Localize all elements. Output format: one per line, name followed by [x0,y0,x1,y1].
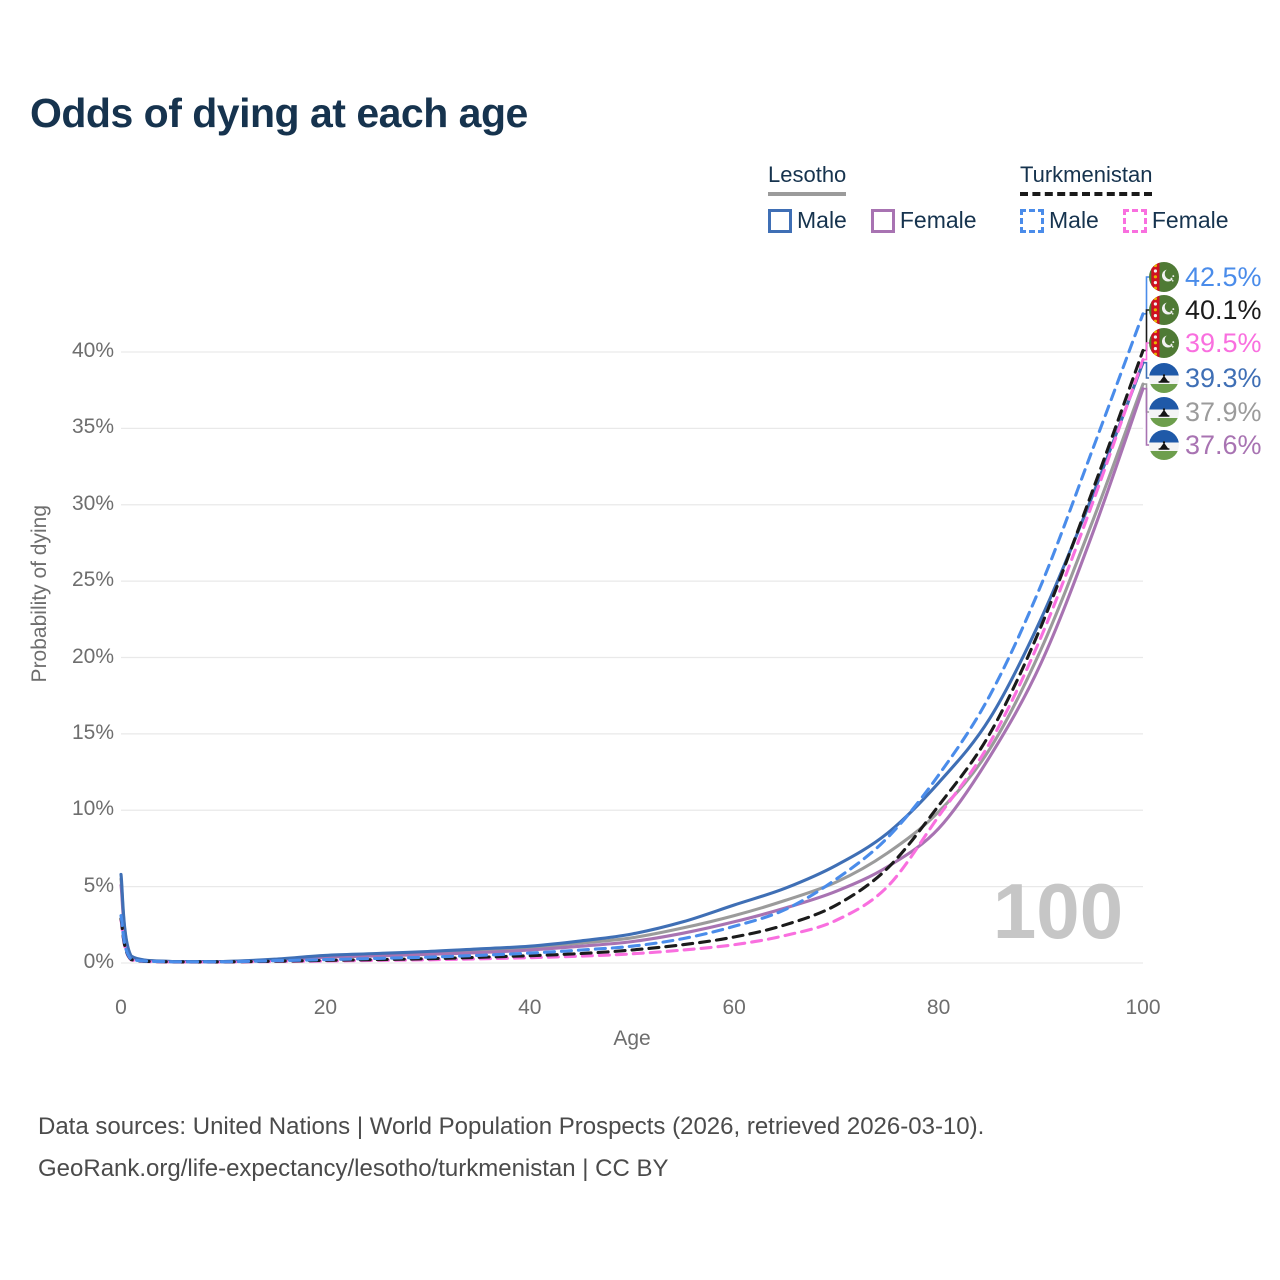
x-tick-label: 60 [722,996,746,1019]
lesotho-male-swatch [768,208,792,233]
y-tick-label: 35% [71,415,114,439]
x-tick-label: 20 [313,996,338,1019]
y-tick-label: 5% [83,873,114,897]
end-label-row-turkmenistan-both: 40.1% [1149,295,1262,325]
footer-data-sources: Data sources: United Nations | World Pop… [38,1113,985,1140]
end-label-row-turkmenistan-male: 42.5% [1149,262,1262,292]
x-tick-label: 40 [518,996,542,1019]
y-tick-label: 0% [83,950,114,973]
legend-group-lesotho: Lesotho Male Female [768,162,977,234]
end-label-row-lesotho-both: 37.9% [1149,397,1262,427]
legend-item-lesotho-male[interactable]: Male [768,207,847,234]
legend-item-label: Male [797,207,847,233]
turkmenistan-female-line[interactable] [119,358,1145,964]
lesotho-female-line[interactable] [119,387,1145,964]
end-label-value: 37.6% [1185,429,1262,460]
turkmenistan-flag-icon [1149,295,1179,325]
y-axis-title: Probability of dying [28,505,51,683]
turkmenistan-both-line[interactable] [119,348,1145,964]
lesotho-flag-icon [1149,430,1179,460]
x-tick-label: 0 [115,996,127,1019]
legend-header-turkmenistan: Turkmenistan [1020,162,1153,196]
legend-item-label: Male [1049,207,1099,233]
turkmenistan-male-line[interactable] [119,312,1145,964]
legend-item-label: Female [899,207,977,233]
legend-group-turkmenistan: Turkmenistan Male Female [1020,162,1229,234]
lesotho-female-swatch [870,208,895,233]
y-tick-label: 15% [71,720,114,744]
end-label-row-turkmenistan-female: 39.5% [1149,328,1262,358]
lesotho-both-line[interactable] [119,382,1145,964]
end-label-row-lesotho-female: 37.6% [1149,430,1262,460]
x-tick-label: 100 [1125,996,1161,1019]
legend-item-turkmenistan-male[interactable]: Male [1020,207,1099,234]
lesotho-flag-icon [1149,397,1179,427]
legend-item-label: Female [1151,207,1229,233]
end-label-value: 39.3% [1185,362,1262,393]
age-watermark: 100 [992,867,1124,955]
end-label-value: 37.9% [1185,396,1262,427]
y-tick-label: 30% [71,491,114,515]
y-tick-label: 20% [71,644,114,668]
turkmenistan-flag-icon [1149,262,1179,292]
end-label-value: 40.1% [1185,294,1262,325]
lesotho-male-line[interactable] [119,361,1145,964]
lesotho-flag-icon [1149,363,1179,393]
end-label-row-lesotho-male: 39.3% [1149,363,1262,393]
y-tick-label: 25% [71,568,114,592]
x-tick-label: 80 [926,996,951,1019]
turkmenistan-female-swatch [1122,208,1147,233]
legend-item-turkmenistan-female[interactable]: Female [1122,207,1229,234]
y-tick-label: 40% [71,339,114,362]
legend-header-lesotho: Lesotho [768,162,847,196]
y-tick-label: 10% [71,797,114,821]
footer-attribution: GeoRank.org/life-expectancy/lesotho/turk… [38,1155,669,1182]
turkmenistan-male-swatch [1020,208,1044,233]
end-label-value: 42.5% [1185,261,1262,292]
page-title: Odds of dying at each age [30,90,528,136]
end-label-value: 39.5% [1185,327,1262,358]
legend-item-lesotho-female[interactable]: Female [870,207,977,234]
footer: Data sources: United Nations | World Pop… [38,1106,984,1190]
x-axis-title: Age [613,1027,651,1050]
turkmenistan-flag-icon [1149,328,1179,358]
